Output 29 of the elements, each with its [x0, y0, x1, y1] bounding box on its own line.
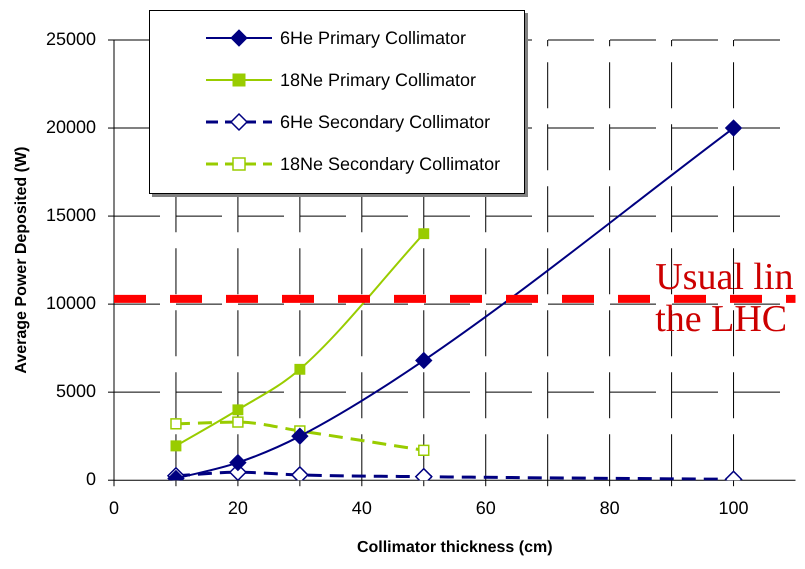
point: [170, 440, 182, 452]
y-tick-label: 25000: [46, 28, 96, 49]
legend-label: 6He Primary Collimator: [280, 28, 466, 48]
point: [232, 404, 244, 416]
y-tick-label: 10000: [46, 293, 96, 314]
x-tick-label: 40: [352, 498, 372, 518]
x-tick-label: 80: [600, 498, 620, 518]
legend-label: 18Ne Secondary Collimator: [280, 154, 500, 174]
x-tick-label: 0: [108, 498, 120, 518]
y-axis-title: Average Power Deposited (W): [13, 146, 30, 374]
x-tick-label: 20: [228, 498, 248, 518]
point: [415, 352, 432, 369]
x-tick-label: 100: [718, 498, 749, 518]
point: [294, 364, 306, 375]
y-tick-label: 0: [86, 469, 96, 490]
point: [291, 428, 308, 445]
point: [229, 454, 246, 472]
y-tick-label: 15000: [46, 205, 96, 226]
legend-label: 18Ne Primary Collimator: [280, 70, 476, 90]
y-tick-label: 5000: [56, 381, 96, 402]
point: [725, 120, 742, 137]
x-axis-title: Collimator thickness (cm): [356, 538, 553, 556]
point: [170, 418, 182, 430]
point: [232, 416, 244, 428]
legend-label: 6He Secondary Collimator: [280, 112, 490, 132]
y-tick-label: 20000: [46, 117, 96, 138]
point: [418, 444, 430, 456]
point: [418, 228, 430, 240]
x-tick-label: 60: [476, 498, 496, 518]
